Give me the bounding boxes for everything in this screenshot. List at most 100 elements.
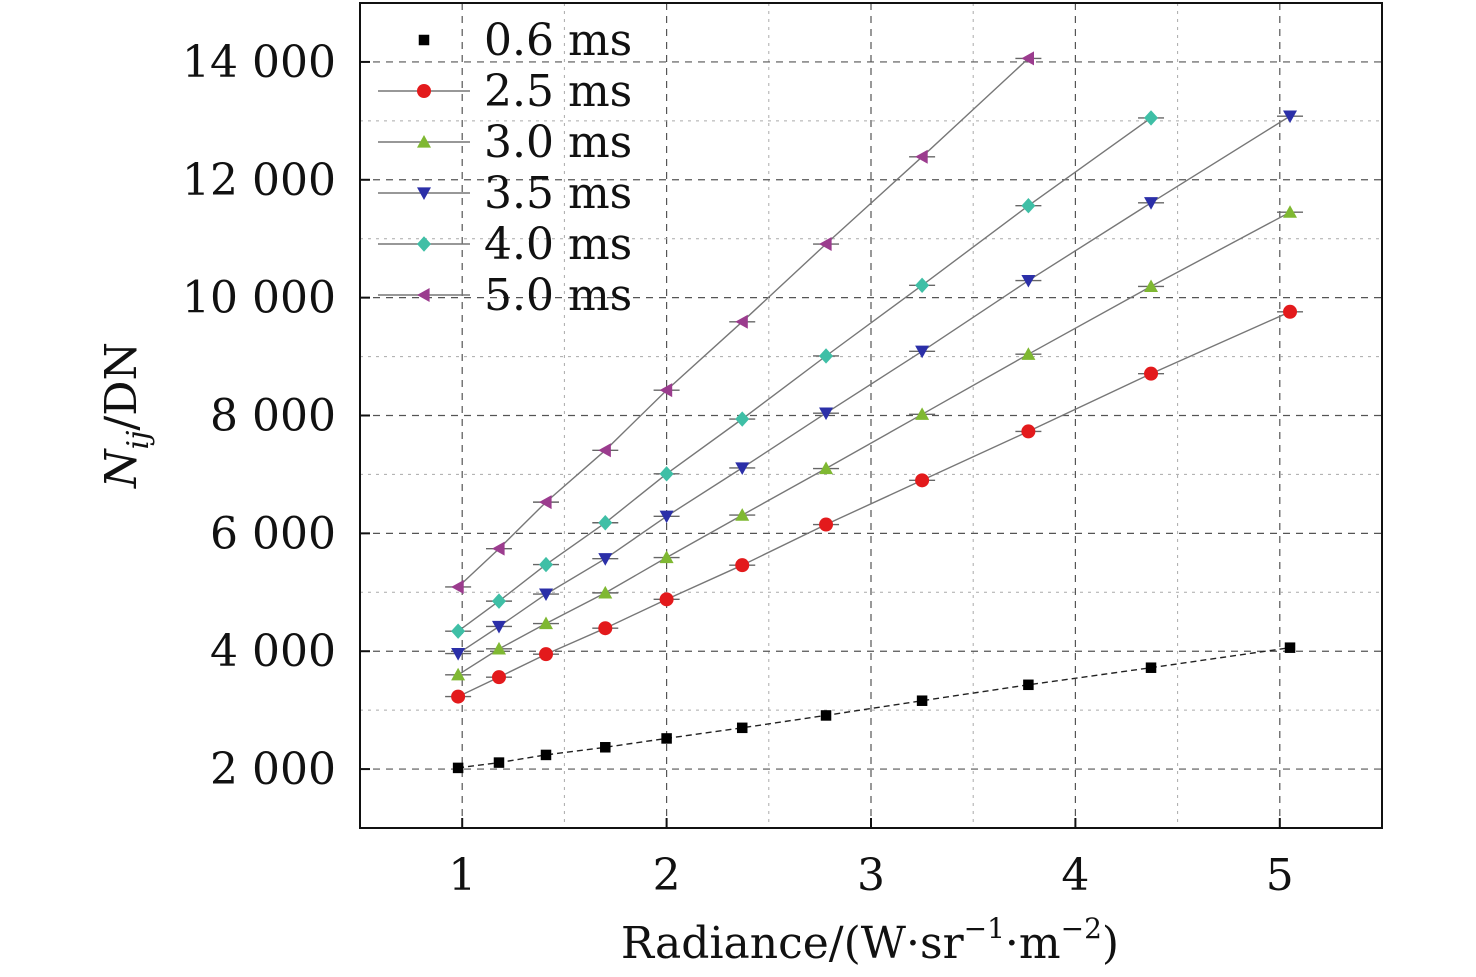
data-point (598, 443, 611, 458)
data-point (451, 689, 466, 704)
data-point (915, 345, 930, 359)
legend-item: 3.0 ms (378, 117, 632, 168)
data-point (735, 558, 750, 573)
series-markers (445, 51, 1304, 774)
x-tick-label: 3 (857, 850, 885, 901)
data-point (598, 621, 613, 636)
data-point (819, 461, 834, 475)
data-point (491, 620, 506, 634)
data-point (1021, 51, 1034, 66)
data-point (539, 647, 554, 662)
x-tick-label: 1 (448, 850, 476, 901)
y-tick-label: 14 000 (182, 37, 336, 88)
data-point (661, 733, 672, 744)
x-axis-ticks: 1 2 3 4 5 (448, 818, 1294, 901)
series-line (457, 311, 1291, 698)
data-point (820, 710, 832, 721)
data-point (493, 757, 505, 768)
data-point (1144, 366, 1159, 381)
data-point (915, 407, 930, 420)
data-point (735, 462, 750, 475)
data-point (915, 473, 930, 488)
data-point (598, 515, 613, 531)
grid-lines (360, 3, 1382, 828)
legend-label: 3.5 ms (484, 168, 632, 219)
data-point (491, 541, 505, 556)
data-point (600, 742, 611, 753)
data-point (491, 641, 506, 655)
data-point (539, 556, 554, 573)
data-point (819, 407, 834, 421)
legend: 0.6 ms2.5 ms3.0 ms3.5 ms4.0 ms5.0 ms (378, 15, 632, 321)
data-point (1021, 198, 1036, 214)
data-point (1144, 197, 1159, 210)
data-point (915, 149, 928, 164)
data-point (598, 553, 613, 566)
data-point (1283, 205, 1298, 218)
data-point (1021, 274, 1036, 288)
data-point (451, 647, 466, 661)
data-point (1021, 347, 1036, 360)
data-point (735, 411, 750, 427)
legend-item: 4.0 ms (378, 219, 632, 270)
x-tick-label: 2 (653, 850, 681, 901)
data-point (417, 135, 431, 148)
data-point (1283, 110, 1298, 124)
data-point (819, 517, 834, 532)
data-point (1021, 424, 1036, 439)
legend-item: 2.5 ms (378, 66, 632, 117)
data-point (540, 749, 552, 761)
x-tick-label: 5 (1266, 850, 1294, 901)
data-point (1023, 679, 1034, 691)
data-point (735, 508, 750, 521)
data-point (659, 550, 674, 564)
data-point (659, 510, 674, 524)
data-point (1283, 304, 1298, 319)
y-tick-label: 2 000 (210, 744, 336, 795)
data-point (417, 84, 431, 98)
y-tick-label: 4 000 (210, 626, 336, 677)
data-point (659, 466, 674, 482)
legend-item: 0.6 ms (418, 15, 632, 66)
data-point (659, 592, 674, 607)
legend-label: 5.0 ms (484, 270, 632, 321)
data-point (1284, 642, 1296, 653)
legend-label: 3.0 ms (484, 117, 632, 168)
y-tick-label: 8 000 (210, 391, 336, 442)
data-point (539, 616, 554, 630)
data-point (452, 762, 464, 774)
y-tick-label: 6 000 (210, 508, 336, 559)
legend-label: 4.0 ms (484, 219, 632, 270)
legend-item: 3.5 ms (378, 168, 632, 219)
series-line (458, 647, 1291, 769)
data-point (1145, 662, 1157, 673)
data-point (916, 695, 928, 706)
data-point (819, 348, 834, 364)
data-point (819, 237, 832, 252)
data-point (1144, 279, 1159, 293)
data-point (539, 588, 554, 602)
y-tick-label: 12 000 (182, 155, 336, 206)
data-point (598, 585, 613, 599)
data-point (735, 314, 748, 329)
data-point (417, 236, 431, 252)
y-tick-label: 10 000 (182, 273, 336, 324)
y-axis-title: Nij/DN (96, 342, 156, 489)
data-point (659, 383, 673, 398)
x-tick-label: 4 (1061, 850, 1089, 901)
data-point (539, 495, 552, 510)
legend-label: 0.6 ms (484, 15, 632, 66)
data-point (491, 593, 506, 609)
data-point (417, 288, 430, 302)
data-point (451, 579, 464, 594)
series-line (457, 117, 1152, 632)
x-axis-title: Radiance/(W·sr−1·m−2) (621, 912, 1119, 969)
data-point (915, 277, 930, 293)
data-point (451, 623, 466, 639)
data-point (417, 187, 431, 200)
data-point (1144, 110, 1159, 126)
legend-item: 5.0 ms (378, 270, 632, 321)
data-point (418, 34, 430, 46)
data-point (491, 670, 506, 685)
data-point (736, 722, 748, 734)
